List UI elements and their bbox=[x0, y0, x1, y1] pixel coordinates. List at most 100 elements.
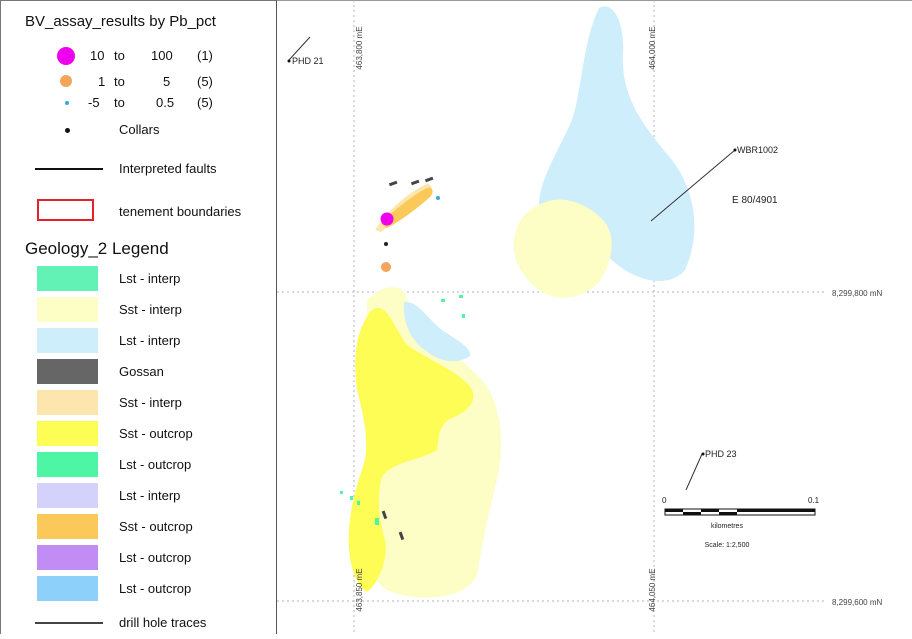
assay-class-count: (5) bbox=[197, 95, 213, 110]
geology-legend-row: Gossan bbox=[1, 359, 276, 385]
scale-bar-segment bbox=[683, 512, 701, 515]
assay-class-row: 10 to 100 (1) bbox=[1, 46, 276, 66]
geology-swatch bbox=[37, 514, 98, 539]
gossan-dash bbox=[381, 510, 388, 520]
collar-point[interactable] bbox=[384, 242, 388, 246]
geology-legend-row: Lst - outcrop bbox=[1, 545, 276, 571]
map-canvas[interactable]: PHD 21 WBR1002 PHD 23 E 80/4901 463,800 … bbox=[277, 0, 912, 634]
geology-swatch bbox=[37, 483, 98, 508]
geology-legend-row: Lst - interp bbox=[1, 328, 276, 354]
drill-trace-line-icon bbox=[35, 622, 103, 624]
geology-label: Sst - outcrop bbox=[119, 426, 193, 441]
tenement-label: tenement boundaries bbox=[119, 204, 242, 219]
limestone-interp-polygon-small bbox=[403, 301, 471, 362]
geology-legend-title: Geology_2 Legend bbox=[25, 239, 169, 258]
scale-unit-label: kilometres bbox=[711, 523, 743, 530]
geology-legend-row: Sst - outcrop bbox=[1, 421, 276, 447]
assay-marker-large bbox=[57, 47, 75, 65]
geology-legend-row: Lst - interp bbox=[1, 483, 276, 509]
assay-class-row: 1 to 5 (5) bbox=[1, 72, 276, 92]
collar-phd21[interactable] bbox=[287, 59, 291, 63]
collar-phd23[interactable] bbox=[701, 452, 705, 456]
assay-sample-low[interactable] bbox=[436, 196, 440, 200]
grid-lines bbox=[277, 0, 825, 634]
sandstone-interp-polygon-east bbox=[513, 199, 612, 298]
geology-label: Lst - interp bbox=[119, 333, 181, 348]
assay-sample-high[interactable] bbox=[380, 212, 394, 226]
gossan-dash bbox=[388, 180, 398, 187]
drill-trace-wbr1002 bbox=[650, 149, 736, 222]
hole-label-phd21: PHD 21 bbox=[292, 56, 324, 66]
limestone-speck bbox=[459, 295, 463, 298]
geology-swatch bbox=[37, 266, 98, 291]
drill-legend-row: drill hole traces bbox=[1, 612, 276, 634]
hole-label-wbr1002: WBR1002 bbox=[737, 145, 778, 155]
assay-class-count: (1) bbox=[197, 48, 213, 63]
geology-swatch bbox=[37, 328, 98, 353]
gossan-dash bbox=[424, 176, 434, 183]
scale-bar-segment bbox=[719, 512, 737, 515]
assay-class-row: -5 to 0.5 (5) bbox=[1, 93, 276, 113]
scale-start-label: 0 bbox=[662, 496, 667, 505]
geology-label: Lst - outcrop bbox=[119, 550, 192, 565]
assay-class-to-word: to bbox=[114, 74, 125, 89]
assay-class-to-word: to bbox=[114, 95, 125, 110]
collars-legend-row: Collars bbox=[1, 119, 276, 141]
limestone-speck bbox=[350, 496, 353, 500]
limestone-speck bbox=[340, 491, 343, 494]
scale-bar-segment bbox=[701, 509, 719, 512]
geology-legend-row: Sst - interp bbox=[1, 390, 276, 416]
drill-trace-phd21 bbox=[288, 36, 311, 61]
fault-line-icon bbox=[35, 168, 103, 170]
scale-bar-segment bbox=[665, 509, 683, 512]
geology-legend-row: Lst - outcrop bbox=[1, 576, 276, 602]
assay-sample-medium[interactable] bbox=[381, 262, 391, 272]
assay-class-to: 100 bbox=[151, 48, 173, 63]
assay-class-from: 10 bbox=[90, 48, 105, 63]
geology-swatch bbox=[37, 545, 98, 570]
geology-swatch bbox=[37, 359, 98, 384]
easting-label-top-west: 463,800 mE bbox=[355, 26, 364, 69]
collars-label: Collars bbox=[119, 122, 160, 137]
geology-label: Lst - outcrop bbox=[119, 457, 192, 472]
hole-label-phd23: PHD 23 bbox=[705, 449, 737, 459]
geology-label: Lst - outcrop bbox=[119, 581, 192, 596]
limestone-speck bbox=[375, 518, 379, 525]
assay-marker-small bbox=[65, 101, 69, 105]
northing-label-lower: 8,299,600 mN bbox=[832, 598, 882, 607]
geology-label: Sst - outcrop bbox=[119, 519, 193, 534]
assay-class-count: (5) bbox=[197, 74, 213, 89]
scale-bar: 0 0.1 kilometres Scale: 1:2,500 bbox=[662, 496, 820, 549]
gossan-dashes bbox=[381, 176, 434, 541]
scale-bar-segment bbox=[737, 509, 815, 512]
assay-class-to: 0.5 bbox=[156, 95, 175, 110]
assay-class-from: 1 bbox=[98, 74, 106, 89]
drill-label: drill hole traces bbox=[119, 615, 207, 630]
faults-legend-row: Interpreted faults bbox=[1, 158, 276, 180]
limestone-speck bbox=[441, 299, 445, 302]
drill-trace-phd23 bbox=[685, 453, 703, 491]
northing-label-upper: 8,299,800 mN bbox=[832, 289, 882, 298]
geology-swatch bbox=[37, 576, 98, 601]
collar-wbr1002[interactable] bbox=[733, 148, 737, 152]
gossan-dash bbox=[398, 531, 405, 541]
geology-legend-row: Lst - outcrop bbox=[1, 452, 276, 478]
geology-label: Sst - interp bbox=[119, 302, 182, 317]
tenement-legend-row: tenement boundaries bbox=[1, 199, 276, 223]
legend-panel: BV_assay_results by Pb_pct 10 to 100 (1)… bbox=[0, 0, 277, 634]
geology-legend-row: Sst - outcrop bbox=[1, 514, 276, 540]
assay-class-to-word: to bbox=[114, 48, 125, 63]
easting-label-top-east: 464,000 mE bbox=[648, 26, 657, 69]
sandstone-outcrop-lens bbox=[381, 187, 433, 228]
map-svg: PHD 21 WBR1002 PHD 23 E 80/4901 463,800 … bbox=[277, 0, 912, 634]
geology-swatch bbox=[37, 297, 98, 322]
limestone-outcrop-specks bbox=[340, 295, 465, 525]
scale-ratio-label: Scale: 1:2,500 bbox=[705, 542, 750, 549]
gossan-dash bbox=[410, 179, 420, 186]
tenement-box-icon bbox=[37, 199, 94, 221]
geology-swatch bbox=[37, 390, 98, 415]
assay-class-from: -5 bbox=[88, 95, 100, 110]
faults-label: Interpreted faults bbox=[119, 161, 217, 176]
easting-label-bottom-west: 463,850 mE bbox=[355, 568, 364, 611]
